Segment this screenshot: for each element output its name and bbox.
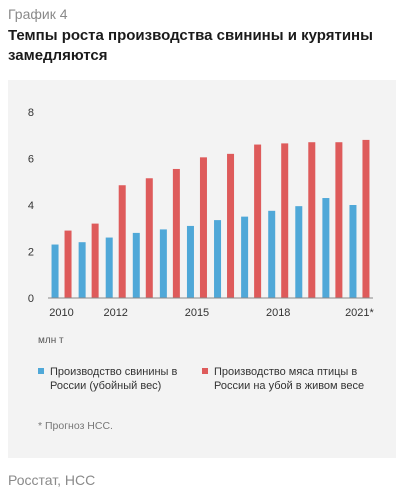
bars (51, 139, 370, 299)
bar-poultry-2013 (145, 178, 153, 298)
x-tick-label: 2021* (345, 307, 374, 319)
bar-poultry-2019 (308, 142, 316, 298)
bar-poultry-2016 (227, 153, 235, 298)
y-tick-label: 6 (28, 154, 34, 166)
unit-label: млн т (38, 335, 64, 346)
bar-pork-2018 (268, 210, 276, 298)
bar-pork-2014 (159, 229, 167, 298)
footnote: * Прогноз НСС. (38, 420, 113, 432)
bar-pork-2016 (214, 220, 222, 298)
bar-poultry-2014 (172, 168, 180, 298)
chart-title: Темпы роста производства свинины и курят… (8, 27, 373, 64)
y-tick-label: 8 (28, 107, 34, 119)
bar-poultry-2015 (199, 157, 207, 298)
bar-poultry-2012 (118, 185, 126, 298)
bar-poultry-2011 (91, 223, 99, 298)
x-tick-label: 2015 (185, 307, 209, 319)
legend-label-poultry: Производство мяса птицы в России на убой… (214, 366, 365, 392)
y-tick-label: 2 (28, 247, 34, 259)
y-axis-labels: 0 2 4 6 8 (28, 107, 34, 305)
bar-pork-2021* (349, 205, 357, 298)
source-note: Росстат, НСС (8, 472, 96, 488)
bar-pork-2020 (322, 198, 330, 298)
y-tick-label: 0 (28, 293, 34, 305)
bar-pork-2013 (132, 232, 140, 298)
x-tick-label: 2018 (266, 307, 290, 319)
bar-chart: 0 2 4 6 8 2010 2012 2015 2018 2021* (28, 107, 375, 319)
bar-pork-2019 (295, 206, 303, 298)
x-tick-label: 2010 (49, 307, 73, 319)
legend-label-pork: Производство свинины в России (убойный в… (50, 366, 178, 392)
figure-kicker: График 4 (8, 6, 68, 22)
x-axis-labels: 2010 2012 2015 2018 2021* (49, 307, 374, 319)
legend-swatch-poultry (202, 368, 208, 374)
bar-poultry-2010 (64, 230, 72, 298)
legend-swatch-pork (38, 368, 44, 374)
bar-poultry-2021* (362, 139, 370, 298)
bar-pork-2012 (105, 237, 113, 298)
chart-panel: 0 2 4 6 8 2010 2012 2015 2018 2021* млн т Произв… (8, 80, 396, 458)
y-tick-label: 4 (28, 200, 34, 212)
bar-pork-2017 (241, 216, 249, 299)
bar-pork-2011 (78, 242, 86, 298)
x-tick-label: 2012 (103, 307, 127, 319)
bar-poultry-2017 (254, 144, 262, 298)
bar-pork-2015 (186, 225, 194, 298)
bar-poultry-2018 (281, 143, 289, 298)
bar-pork-2010 (51, 244, 59, 298)
bar-poultry-2020 (335, 142, 343, 298)
legend: Производство свинины в России (убойный в… (38, 365, 388, 413)
